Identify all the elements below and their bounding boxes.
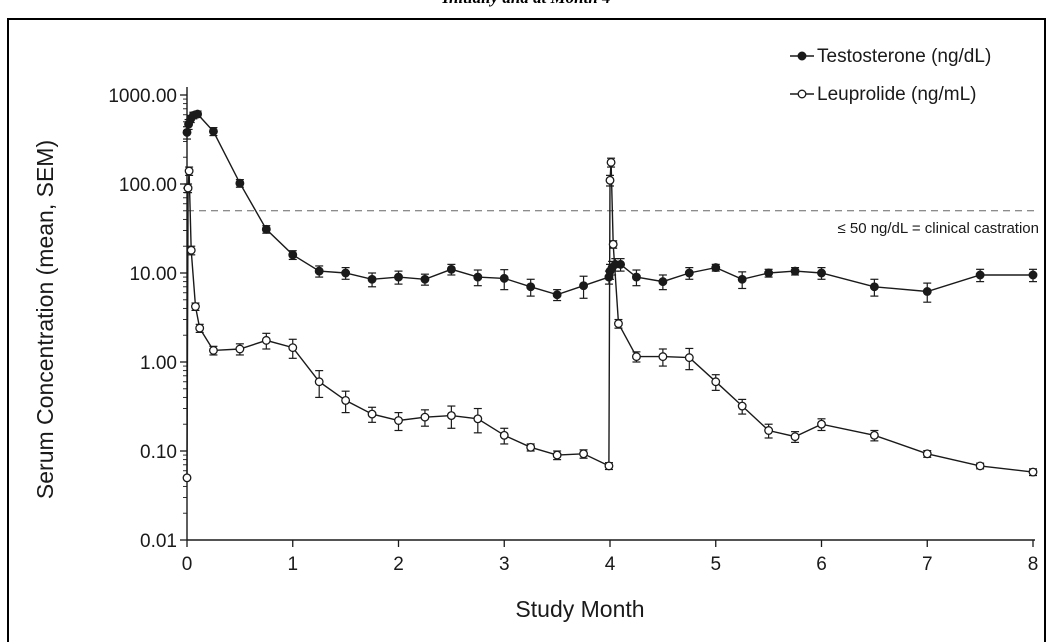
chart: 0.01 0.10 1.00 10.00 100.00 1000.00 0 1 2 3 4 5 6 7 8 S… (32, 46, 1039, 622)
series-testosterone (182, 109, 1038, 303)
data-point (616, 259, 626, 269)
data-point (790, 266, 800, 276)
data-point (186, 245, 196, 255)
y-tick-label: 0.01 (140, 531, 177, 552)
data-point (446, 264, 456, 274)
x-tick-label: 1 (287, 554, 298, 575)
y-tick-label: 0.10 (140, 442, 177, 463)
page-title: Initially and at Month 4 (0, 0, 1053, 8)
data-point (314, 377, 324, 387)
legend-label: Testosterone (ng/dL) (817, 46, 991, 67)
data-point (817, 419, 826, 429)
x-tick-label: 6 (816, 554, 827, 575)
data-point (499, 430, 509, 440)
data-point (182, 473, 192, 483)
data-point (552, 450, 562, 460)
x-tick-label: 8 (1028, 554, 1039, 575)
data-point (367, 409, 377, 419)
data-point (261, 224, 271, 234)
data-point (195, 323, 205, 333)
x-tick-label: 4 (605, 554, 616, 575)
data-point (869, 282, 879, 292)
data-point (869, 430, 879, 440)
data-point (314, 266, 324, 276)
data-point (605, 175, 615, 185)
data-point (631, 352, 641, 362)
data-point (737, 401, 747, 411)
data-point (975, 461, 985, 471)
data-point (208, 126, 218, 136)
data-point (394, 416, 403, 425)
chart-frame: 0.01 0.10 1.00 10.00 100.00 1000.00 0 1 2 3 4 5 6 7 8 S… (7, 18, 1046, 642)
castration-threshold-label: ≤ 50 ng/dL = clinical castration (837, 220, 1039, 237)
data-point (711, 377, 721, 387)
data-point (499, 273, 509, 283)
data-point (473, 414, 483, 424)
x-tick-label: 5 (710, 554, 721, 575)
data-point (420, 274, 430, 284)
data-point (446, 411, 456, 421)
data-point (288, 343, 298, 353)
legend-label: Leuprolide (ng/mL) (817, 84, 976, 105)
x-axis-label: Study Month (515, 596, 644, 622)
y-tick-label: 100.00 (119, 175, 177, 196)
data-point (684, 353, 694, 363)
data-point (631, 272, 641, 282)
data-point (604, 461, 614, 471)
data-point (579, 449, 589, 459)
data-point (922, 449, 932, 459)
y-tick-label: 1.00 (140, 353, 177, 374)
data-point (473, 272, 483, 282)
data-point (606, 157, 616, 167)
x-tick-label: 0 (182, 554, 193, 575)
data-point (552, 290, 562, 300)
data-point (288, 250, 298, 260)
data-point (235, 344, 245, 354)
x-tick-label: 3 (499, 554, 510, 575)
data-point (420, 412, 430, 422)
data-point (764, 268, 774, 278)
y-axis-label: Serum Concentration (mean, SEM) (32, 140, 58, 499)
data-point (790, 432, 800, 442)
data-point (1028, 467, 1038, 477)
data-point (922, 287, 932, 296)
data-point (817, 268, 826, 278)
data-point (711, 263, 721, 273)
series-leuprolide (182, 157, 1038, 483)
data-point (614, 319, 623, 329)
data-point (191, 302, 200, 311)
legend-marker (797, 51, 807, 61)
data-point (526, 282, 536, 292)
data-point (658, 277, 668, 287)
data-point (183, 183, 193, 193)
data-point (184, 166, 194, 176)
legend-marker (797, 89, 807, 99)
y-tick-label: 10.00 (129, 264, 177, 285)
data-point (367, 274, 377, 284)
series-line (186, 162, 1034, 478)
y-tick-label: 1000.00 (108, 86, 177, 107)
data-point (579, 281, 589, 291)
data-point (341, 395, 351, 405)
data-point (341, 268, 351, 278)
data-point (182, 127, 192, 137)
x-tick-label: 2 (393, 554, 404, 575)
data-point (608, 239, 618, 249)
data-point (208, 345, 218, 355)
data-point (684, 268, 694, 278)
data-point (193, 109, 203, 119)
data-point (764, 426, 774, 435)
data-point (658, 352, 668, 362)
data-point (394, 272, 403, 282)
data-point (235, 178, 245, 188)
data-point (737, 274, 747, 284)
data-point (261, 335, 271, 345)
data-point (526, 442, 536, 452)
data-point (1028, 270, 1038, 280)
x-tick-label: 7 (922, 554, 933, 575)
data-point (975, 270, 985, 280)
